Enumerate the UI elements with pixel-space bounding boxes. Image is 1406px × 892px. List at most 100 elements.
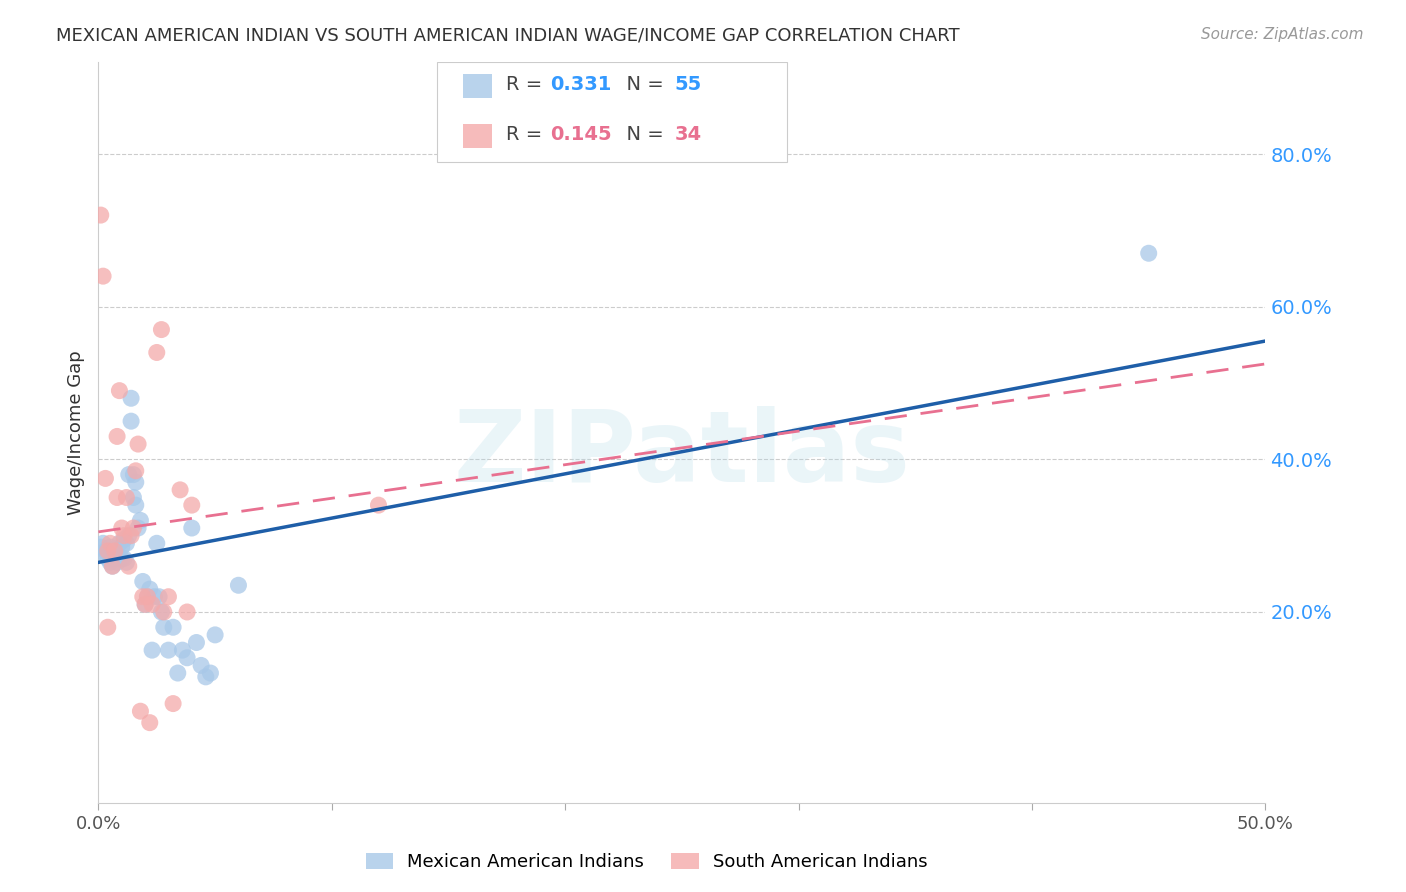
Point xyxy=(136,590,159,604)
Point xyxy=(120,529,142,543)
Point xyxy=(105,548,128,562)
Point xyxy=(132,590,155,604)
Point xyxy=(111,551,134,566)
Point xyxy=(104,551,127,566)
Point xyxy=(115,536,138,550)
Point xyxy=(98,536,121,550)
Point xyxy=(91,536,114,550)
Point xyxy=(112,529,135,543)
Point xyxy=(150,605,173,619)
Point xyxy=(112,551,135,566)
Point xyxy=(150,322,173,336)
Point xyxy=(118,559,141,574)
Point xyxy=(146,536,169,550)
Point xyxy=(139,715,162,730)
Point xyxy=(125,464,148,478)
Point xyxy=(194,670,217,684)
Point xyxy=(228,578,250,592)
Point xyxy=(157,643,180,657)
Point xyxy=(367,498,389,512)
Point xyxy=(120,391,142,405)
Point xyxy=(148,590,170,604)
Point xyxy=(101,559,124,574)
Point xyxy=(105,429,128,443)
Point xyxy=(127,521,149,535)
Point xyxy=(180,498,202,512)
Point xyxy=(90,540,112,554)
Point xyxy=(98,540,121,554)
Point xyxy=(136,590,159,604)
Point xyxy=(94,548,117,562)
Point xyxy=(101,559,124,574)
FancyBboxPatch shape xyxy=(463,74,492,98)
Point xyxy=(204,628,226,642)
Text: MEXICAN AMERICAN INDIAN VS SOUTH AMERICAN INDIAN WAGE/INCOME GAP CORRELATION CHA: MEXICAN AMERICAN INDIAN VS SOUTH AMERICA… xyxy=(56,27,960,45)
Point xyxy=(115,491,138,505)
Point xyxy=(94,544,117,558)
Text: Source: ZipAtlas.com: Source: ZipAtlas.com xyxy=(1201,27,1364,42)
Point xyxy=(97,551,120,566)
Point xyxy=(105,555,128,569)
Point xyxy=(120,414,142,428)
Point xyxy=(162,620,184,634)
Text: 55: 55 xyxy=(675,75,702,95)
Point xyxy=(200,666,222,681)
Point xyxy=(101,548,124,562)
Point xyxy=(132,574,155,589)
FancyBboxPatch shape xyxy=(463,124,492,147)
Point xyxy=(152,605,174,619)
Point xyxy=(108,536,131,550)
Point xyxy=(122,491,145,505)
Point xyxy=(157,590,180,604)
Point xyxy=(141,598,163,612)
Point xyxy=(1137,246,1160,260)
Point xyxy=(169,483,191,497)
Point xyxy=(134,598,156,612)
Point xyxy=(112,533,135,547)
Point xyxy=(105,491,128,505)
Point xyxy=(97,544,120,558)
Text: 0.145: 0.145 xyxy=(550,125,612,144)
Point xyxy=(134,598,156,612)
Point xyxy=(91,269,114,284)
Point xyxy=(104,544,127,558)
Point xyxy=(108,551,131,566)
Legend: Mexican American Indians, South American Indians: Mexican American Indians, South American… xyxy=(359,846,935,879)
Point xyxy=(166,666,188,681)
Point xyxy=(118,529,141,543)
Text: ZIPatlas: ZIPatlas xyxy=(454,407,910,503)
Point xyxy=(180,521,202,535)
Point xyxy=(122,467,145,482)
Point xyxy=(190,658,212,673)
Point xyxy=(122,521,145,535)
Point xyxy=(129,704,152,718)
Text: R =: R = xyxy=(506,125,548,144)
Point xyxy=(125,475,148,490)
Text: 34: 34 xyxy=(675,125,702,144)
Point xyxy=(118,467,141,482)
Point xyxy=(127,437,149,451)
Point xyxy=(186,635,208,649)
Point xyxy=(115,555,138,569)
Point xyxy=(125,498,148,512)
Point xyxy=(176,650,198,665)
Y-axis label: Wage/Income Gap: Wage/Income Gap xyxy=(66,351,84,515)
Point xyxy=(104,544,127,558)
Text: N =: N = xyxy=(614,75,671,95)
Point xyxy=(172,643,194,657)
Point xyxy=(90,208,112,222)
Text: N =: N = xyxy=(614,125,671,144)
Point xyxy=(162,697,184,711)
Text: 0.331: 0.331 xyxy=(550,75,612,95)
Point xyxy=(97,620,120,634)
Point xyxy=(94,471,117,485)
Point xyxy=(129,513,152,527)
FancyBboxPatch shape xyxy=(437,62,787,162)
Point xyxy=(98,555,121,569)
Point xyxy=(143,590,166,604)
Point xyxy=(176,605,198,619)
Text: R =: R = xyxy=(506,75,548,95)
Point xyxy=(111,521,134,535)
Point xyxy=(146,345,169,359)
Point xyxy=(111,540,134,554)
